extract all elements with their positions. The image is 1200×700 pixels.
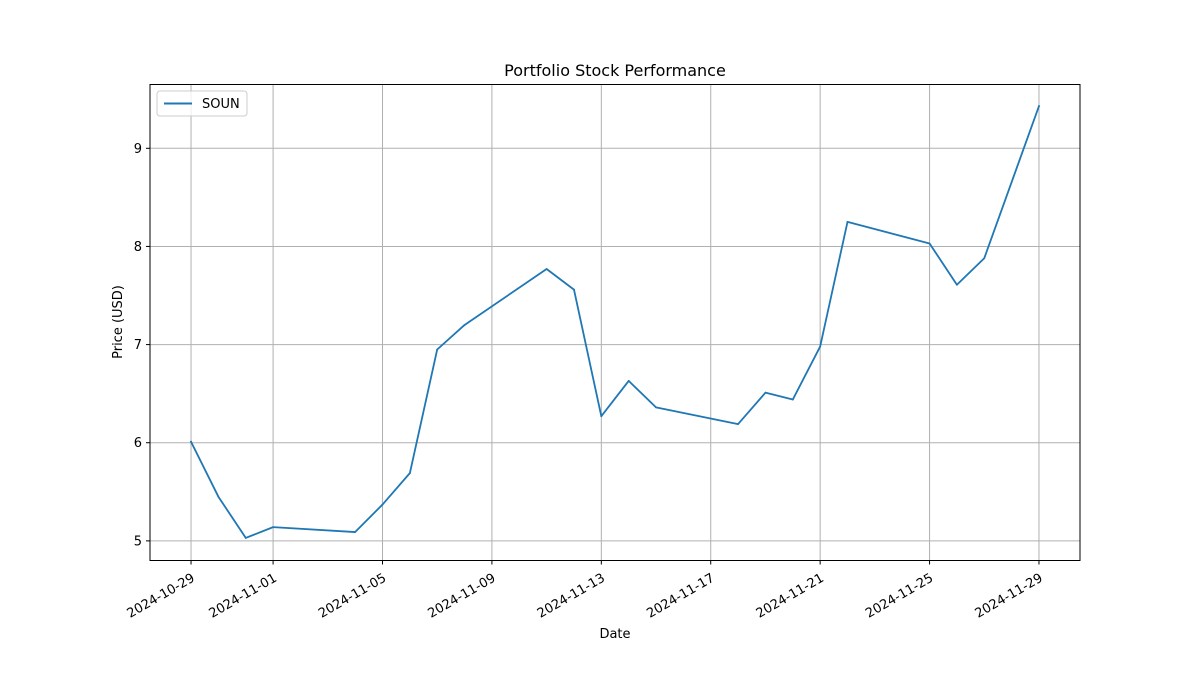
chart-title: Portfolio Stock Performance [504, 61, 726, 80]
x-axis-label: Date [599, 627, 630, 642]
data-point [354, 531, 357, 533]
y-tick-label: 7 [134, 338, 142, 353]
data-point [791, 398, 794, 401]
data-point [764, 391, 767, 394]
data-point [463, 324, 466, 326]
data-point [217, 495, 220, 498]
y-axis: 5 6 7 8 9 [134, 142, 150, 549]
data-point [190, 440, 192, 443]
legend: SOUN [156, 90, 248, 117]
y-tick-label: 8 [134, 240, 142, 255]
data-point [436, 348, 439, 351]
data-point [1038, 105, 1040, 107]
legend-box [156, 90, 248, 117]
data-point [244, 537, 247, 539]
data-point [408, 472, 411, 475]
data-point [983, 257, 986, 260]
data-point [272, 526, 274, 529]
plot-frame [149, 84, 1081, 561]
data-point [600, 415, 603, 418]
data-point [846, 221, 849, 223]
data-point [956, 283, 958, 286]
data-point [627, 380, 630, 382]
plot-area [189, 104, 1041, 539]
grid [150, 84, 1080, 561]
legend-label-soun: SOUN [202, 97, 240, 112]
data-point [545, 268, 548, 270]
y-tick-label: 5 [134, 534, 142, 549]
data-point [737, 423, 739, 425]
y-tick-label: 9 [134, 142, 142, 157]
data-point [573, 288, 575, 291]
data-point [381, 503, 384, 506]
y-axis-label: Price (USD) [111, 285, 126, 359]
data-point [928, 242, 931, 245]
data-point [819, 345, 822, 348]
data-point [655, 406, 657, 409]
y-tick-label: 6 [134, 436, 142, 451]
